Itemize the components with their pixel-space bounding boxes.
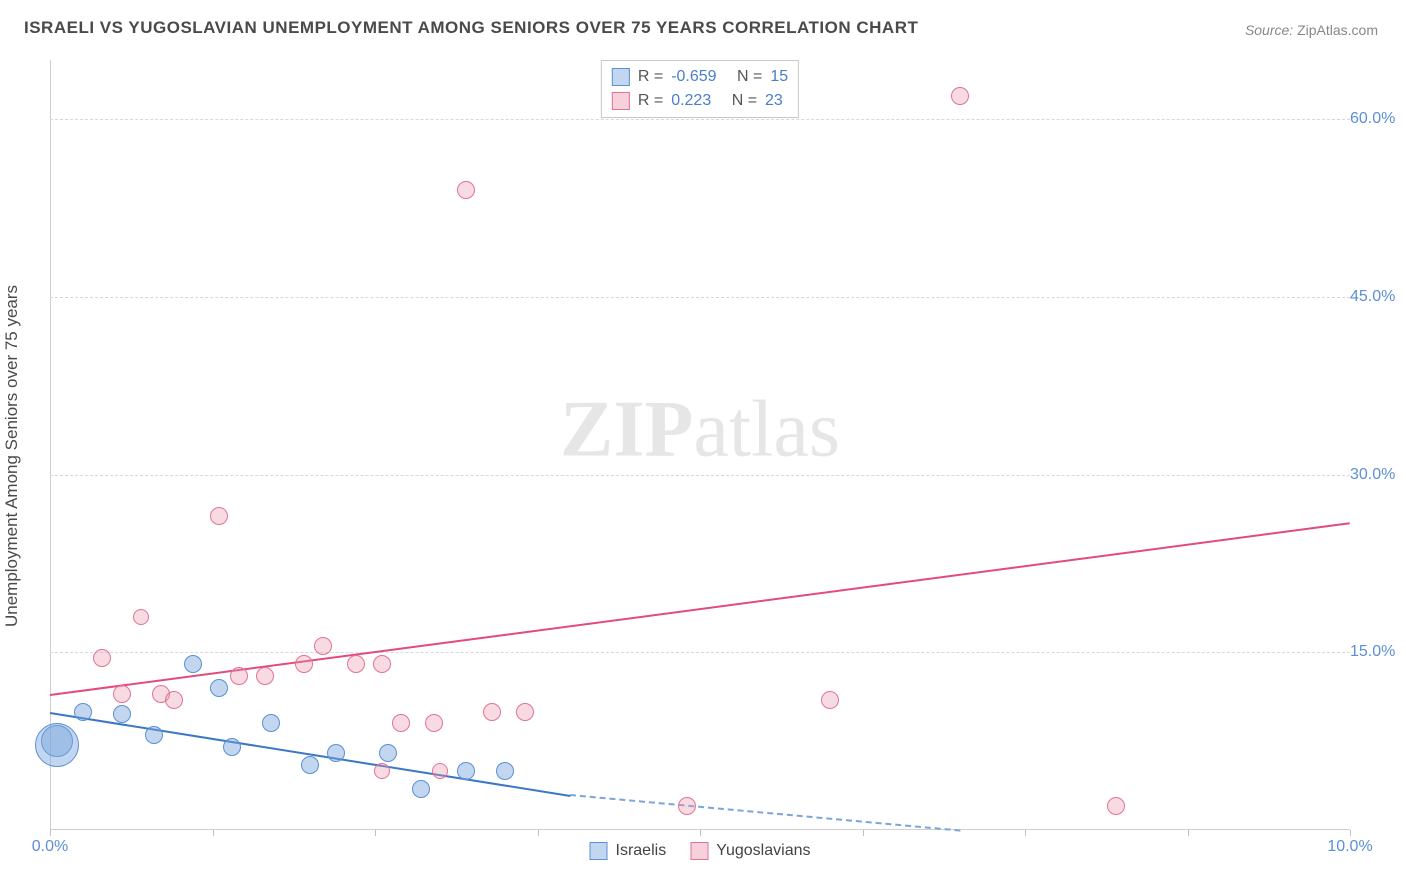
data-point-yugoslavians bbox=[133, 609, 149, 625]
data-point-israelis bbox=[262, 714, 280, 732]
trendline-israelis-extension bbox=[570, 794, 960, 832]
y-tick-label: 15.0% bbox=[1350, 643, 1406, 661]
swatch-blue-icon bbox=[612, 68, 630, 86]
data-point-israelis bbox=[74, 703, 92, 721]
swatch-blue-icon bbox=[590, 842, 608, 860]
y-tick-label: 30.0% bbox=[1350, 466, 1406, 484]
legend-label-israelis: Israelis bbox=[616, 842, 667, 860]
swatch-pink-icon bbox=[690, 842, 708, 860]
data-point-yugoslavians bbox=[432, 763, 448, 779]
x-tick-mark bbox=[1350, 830, 1351, 836]
source-value: ZipAtlas.com bbox=[1297, 22, 1378, 38]
data-point-israelis bbox=[496, 762, 514, 780]
y-tick-label: 45.0% bbox=[1350, 288, 1406, 306]
swatch-pink-icon bbox=[612, 92, 630, 110]
r-value-yugoslavians: 0.223 bbox=[671, 89, 711, 113]
trendline-israelis bbox=[50, 712, 570, 797]
y-axis-line bbox=[50, 60, 51, 830]
gridline bbox=[50, 652, 1350, 653]
legend-row-yugoslavians: R = 0.223 N = 23 bbox=[612, 89, 788, 113]
chart-title: ISRAELI VS YUGOSLAVIAN UNEMPLOYMENT AMON… bbox=[24, 18, 918, 38]
data-point-yugoslavians bbox=[374, 763, 390, 779]
data-point-yugoslavians bbox=[821, 691, 839, 709]
n-label: N = bbox=[732, 89, 757, 113]
data-point-yugoslavians bbox=[93, 649, 111, 667]
r-value-israelis: -0.659 bbox=[671, 65, 716, 89]
gridline bbox=[50, 475, 1350, 476]
data-point-yugoslavians bbox=[392, 714, 410, 732]
data-point-israelis bbox=[457, 762, 475, 780]
watermark: ZIPatlas bbox=[560, 384, 840, 475]
data-point-israelis bbox=[223, 738, 241, 756]
legend-row-israelis: R = -0.659 N = 15 bbox=[612, 65, 788, 89]
data-point-israelis bbox=[184, 655, 202, 673]
data-point-israelis bbox=[145, 726, 163, 744]
n-value-yugoslavians: 23 bbox=[765, 89, 783, 113]
x-tick-mark bbox=[213, 830, 214, 836]
data-point-yugoslavians bbox=[483, 703, 501, 721]
data-point-israelis bbox=[210, 679, 228, 697]
correlation-legend: R = -0.659 N = 15 R = 0.223 N = 23 bbox=[601, 60, 799, 118]
data-point-israelis bbox=[379, 744, 397, 762]
x-tick-mark bbox=[538, 830, 539, 836]
x-tick-mark bbox=[863, 830, 864, 836]
watermark-bold: ZIP bbox=[560, 385, 693, 473]
gridline bbox=[50, 119, 1350, 120]
x-tick-mark bbox=[700, 830, 701, 836]
x-tick-mark bbox=[1188, 830, 1189, 836]
x-tick-label: 0.0% bbox=[32, 838, 68, 856]
n-label: N = bbox=[737, 65, 762, 89]
data-point-yugoslavians bbox=[230, 667, 248, 685]
series-legend: Israelis Yugoslavians bbox=[590, 842, 811, 860]
y-axis-label: Unemployment Among Seniors over 75 years bbox=[2, 285, 22, 627]
x-tick-mark bbox=[50, 830, 51, 836]
n-value-israelis: 15 bbox=[770, 65, 788, 89]
data-point-yugoslavians bbox=[113, 685, 131, 703]
data-point-israelis bbox=[113, 705, 131, 723]
data-point-israelis bbox=[301, 756, 319, 774]
data-point-yugoslavians bbox=[347, 655, 365, 673]
data-point-yugoslavians bbox=[210, 507, 228, 525]
source-attribution: Source: ZipAtlas.com bbox=[1245, 22, 1378, 38]
scatter-plot-area: ZIPatlas R = -0.659 N = 15 R = 0.223 N =… bbox=[50, 60, 1350, 830]
data-point-yugoslavians bbox=[425, 714, 443, 732]
data-point-yugoslavians bbox=[457, 181, 475, 199]
data-point-yugoslavians bbox=[165, 691, 183, 709]
r-label: R = bbox=[638, 65, 663, 89]
x-tick-label: 10.0% bbox=[1327, 838, 1372, 856]
gridline bbox=[50, 297, 1350, 298]
legend-label-yugoslavians: Yugoslavians bbox=[716, 842, 810, 860]
data-point-yugoslavians bbox=[314, 637, 332, 655]
watermark-rest: atlas bbox=[693, 385, 840, 473]
data-point-israelis bbox=[412, 780, 430, 798]
data-point-israelis bbox=[35, 723, 79, 767]
y-tick-label: 60.0% bbox=[1350, 110, 1406, 128]
x-tick-mark bbox=[375, 830, 376, 836]
data-point-israelis bbox=[327, 744, 345, 762]
data-point-yugoslavians bbox=[295, 655, 313, 673]
legend-item-yugoslavians: Yugoslavians bbox=[690, 842, 810, 860]
data-point-yugoslavians bbox=[373, 655, 391, 673]
source-label: Source: bbox=[1245, 22, 1293, 38]
data-point-yugoslavians bbox=[678, 797, 696, 815]
r-label: R = bbox=[638, 89, 663, 113]
data-point-yugoslavians bbox=[256, 667, 274, 685]
data-point-yugoslavians bbox=[1107, 797, 1125, 815]
legend-item-israelis: Israelis bbox=[590, 842, 667, 860]
data-point-yugoslavians bbox=[516, 703, 534, 721]
data-point-yugoslavians bbox=[951, 87, 969, 105]
x-tick-mark bbox=[1025, 830, 1026, 836]
